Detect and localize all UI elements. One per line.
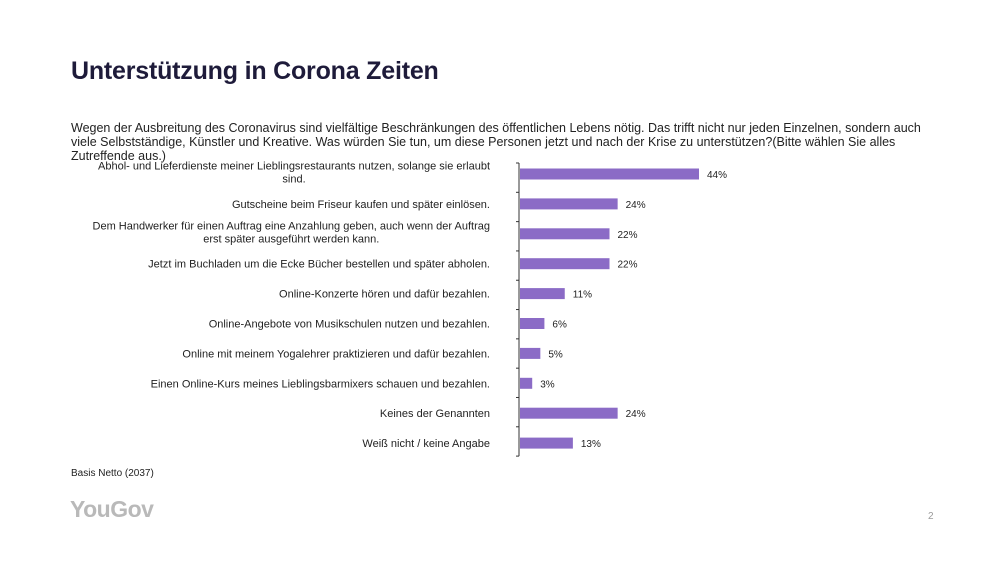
value-label-9: 24% bbox=[626, 409, 646, 420]
value-label-7: 5% bbox=[548, 349, 563, 360]
bar-2 bbox=[520, 198, 618, 210]
category-label-7: Online mit meinem Yogalehrer praktiziere… bbox=[182, 348, 490, 360]
bar-4 bbox=[520, 258, 610, 270]
basis-note: Basis Netto (2037) bbox=[71, 468, 154, 479]
value-label-10: 13% bbox=[581, 439, 601, 450]
category-label-2: Gutscheine beim Friseur kaufen und späte… bbox=[232, 199, 490, 211]
value-label-5: 11% bbox=[573, 290, 592, 301]
value-label-2: 24% bbox=[626, 200, 646, 211]
category-label-10: Weiß nicht / keine Angabe bbox=[362, 438, 490, 450]
bar-5 bbox=[520, 288, 565, 300]
category-label-3: Dem Handwerker für einen Auftrag eine An… bbox=[93, 220, 490, 232]
value-label-1: 44% bbox=[707, 170, 727, 181]
bar-6 bbox=[520, 318, 545, 329]
bar-9 bbox=[520, 407, 618, 419]
bar-1 bbox=[520, 168, 699, 180]
category-label-8: Einen Online-Kurs meines Lieblingsbarmix… bbox=[151, 378, 490, 390]
value-label-6: 6% bbox=[552, 320, 567, 331]
value-label-8: 3% bbox=[540, 379, 555, 390]
bar-3 bbox=[520, 228, 610, 240]
category-label-1: Abhol- und Lieferdienste meiner Liebling… bbox=[98, 161, 490, 173]
survey-question: Wegen der Ausbreitung des Coronavirus si… bbox=[71, 121, 921, 163]
page-title: Unterstützung in Corona Zeiten bbox=[71, 57, 439, 85]
category-label-5: Online-Konzerte hören und dafür bezahlen… bbox=[279, 289, 490, 301]
bar-8 bbox=[520, 377, 533, 389]
category-label-9: Keines der Genannten bbox=[380, 408, 490, 420]
category-label-4: Jetzt im Buchladen um die Ecke Bücher be… bbox=[148, 259, 490, 271]
value-label-4: 22% bbox=[618, 260, 638, 271]
value-label-3: 22% bbox=[618, 230, 638, 241]
yougov-logo: YouGov bbox=[70, 496, 154, 522]
bar-10 bbox=[520, 437, 573, 449]
bar-7 bbox=[520, 347, 541, 359]
category-label-3: erst später ausgeführt werden kann. bbox=[203, 233, 379, 245]
category-label-1: sind. bbox=[282, 174, 305, 186]
category-label-6: Online-Angebote von Musikschulen nutzen … bbox=[209, 319, 490, 331]
page-number: 2 bbox=[928, 511, 934, 522]
